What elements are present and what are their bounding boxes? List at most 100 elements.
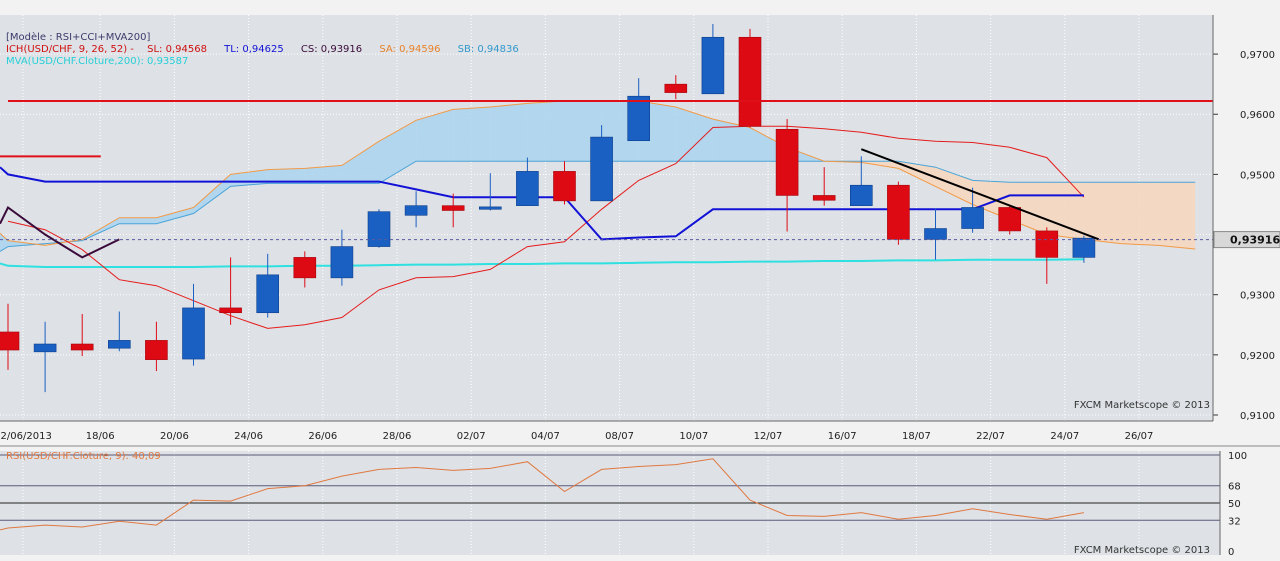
cloud-segment (193, 174, 231, 214)
current-price-label: 0,93916 (1230, 234, 1280, 247)
x-tick-label: 24/06 (234, 431, 263, 442)
drawn-trendline (860, 148, 1100, 241)
candle-body (775, 128, 799, 196)
cloud-segment (935, 167, 973, 205)
x-tick-label: 16/07 (828, 431, 857, 442)
x-tick-label: 24/07 (1050, 431, 1079, 442)
legend-model: [Modèle : RSI+CCI+MVA200] (6, 32, 164, 44)
candle-body (1035, 230, 1059, 258)
candle-body (516, 171, 539, 206)
legend-sb: SB: 0,94836 (457, 44, 519, 55)
rsi-tick-label: 32 (1228, 516, 1241, 527)
candle-body (701, 36, 725, 95)
rsi-tick-label: 100 (1228, 451, 1247, 462)
candle-body (441, 205, 465, 211)
cloud-segment (1083, 182, 1121, 244)
cloud-segment (1158, 182, 1196, 249)
candle-body (219, 307, 242, 314)
x-tick-label: 02/07 (457, 431, 486, 442)
legend-rsi: RSI(USD/CHF.Cloture, 9): 40,09 (6, 451, 175, 463)
cloud-segment (156, 207, 194, 224)
candle-body (367, 211, 391, 247)
legend-tl: TL: 0,94625 (224, 44, 284, 55)
watermark-rsi: FXCM Marketscope © 2013 (1074, 545, 1210, 556)
chikou-span-line (0, 205, 120, 259)
candle-body (145, 340, 168, 360)
candle-body (887, 184, 910, 240)
x-tick-label: 18/06 (86, 431, 115, 442)
legend-mva: MVA(USD/CHF.Cloture,200): 0,93587 (6, 56, 202, 68)
candle-body (108, 340, 131, 349)
legend-model-text: [Modèle : RSI+CCI+MVA200] (6, 32, 151, 43)
senkou-b-line (0, 160, 1196, 252)
mva200-line (0, 258, 1084, 268)
candle-body (812, 195, 836, 201)
legend-ichimoku: ICH(USD/CHF, 9, 26, 52) - SL: 0,94568 TL… (6, 44, 533, 56)
x-tick-label: 26/06 (308, 431, 337, 442)
cloud-segment (341, 141, 379, 184)
candle-body (33, 343, 57, 353)
candle-body (924, 228, 947, 240)
legend-sa: SA: 0,94596 (379, 44, 441, 55)
cloud-segment (267, 168, 305, 184)
legend-cs: CS: 0,93916 (300, 44, 363, 55)
candle-body (998, 207, 1022, 232)
candle-body (664, 83, 688, 93)
x-tick-label: 04/07 (531, 431, 560, 442)
cloud-segment (416, 109, 454, 162)
candle-body (330, 246, 354, 279)
candle-body (70, 343, 94, 351)
candle-body (961, 207, 984, 229)
legend-mva-text: MVA(USD/CHF.Cloture,200): 0,93587 (6, 56, 189, 67)
candle-body (404, 205, 428, 216)
cloud-segment (304, 165, 342, 184)
y-tick-label: 0,9500 (1240, 170, 1275, 181)
rsi-tick-label: 0 (1228, 547, 1234, 557)
rsi-line (0, 458, 1084, 531)
candle-body (293, 257, 317, 279)
candle-body (627, 95, 651, 142)
rsi-tick-label: 50 (1228, 499, 1241, 510)
cloud-segment (675, 107, 713, 162)
y-tick-label: 0,9200 (1240, 351, 1275, 362)
candle-body (849, 184, 873, 206)
x-tick-label: 12/07 (754, 431, 783, 442)
current-price-marker (1213, 231, 1280, 249)
candle-body (738, 36, 762, 127)
y-tick-label: 0,9600 (1240, 110, 1275, 121)
cloud-segment (119, 217, 157, 224)
x-tick-label: 20/06 (160, 431, 189, 442)
x-tick-label: 26/07 (1125, 431, 1154, 442)
candle-body (182, 307, 205, 360)
cloud-segment (490, 103, 528, 162)
y-tick-label: 0,9700 (1240, 50, 1275, 61)
candle-body (590, 136, 613, 202)
cloud-segment (527, 101, 565, 162)
cloud-segment (1121, 182, 1159, 246)
legend-rsi-text: RSI(USD/CHF.Cloture, 9): 40,09 (6, 451, 161, 462)
cloud-segment (0, 233, 8, 252)
candle-body (553, 171, 576, 202)
watermark-main: FXCM Marketscope © 2013 (1074, 400, 1210, 411)
candle-body (478, 206, 502, 210)
legend-sl: SL: 0,94568 (147, 44, 207, 55)
x-tick-label: 12/06/2013 (0, 431, 52, 442)
cloud-segment (712, 119, 750, 162)
rsi-tick-label: 68 (1228, 482, 1241, 493)
candle-body (0, 331, 20, 351)
y-tick-label: 0,9100 (1240, 411, 1275, 422)
x-tick-label: 08/07 (605, 431, 634, 442)
signal-line (7, 125, 1085, 329)
x-tick-label: 18/07 (902, 431, 931, 442)
cloud-segment (1046, 182, 1084, 240)
x-tick-label: 22/07 (976, 431, 1005, 442)
y-tick-label: 0,9300 (1240, 291, 1275, 302)
candle-body (256, 274, 280, 314)
x-tick-label: 10/07 (679, 431, 708, 442)
cloud-segment (453, 107, 491, 162)
x-tick-label: 28/06 (383, 431, 412, 442)
legend-ich: ICH(USD/CHF, 9, 26, 52) - (6, 44, 134, 55)
candle-body (1072, 237, 1096, 258)
